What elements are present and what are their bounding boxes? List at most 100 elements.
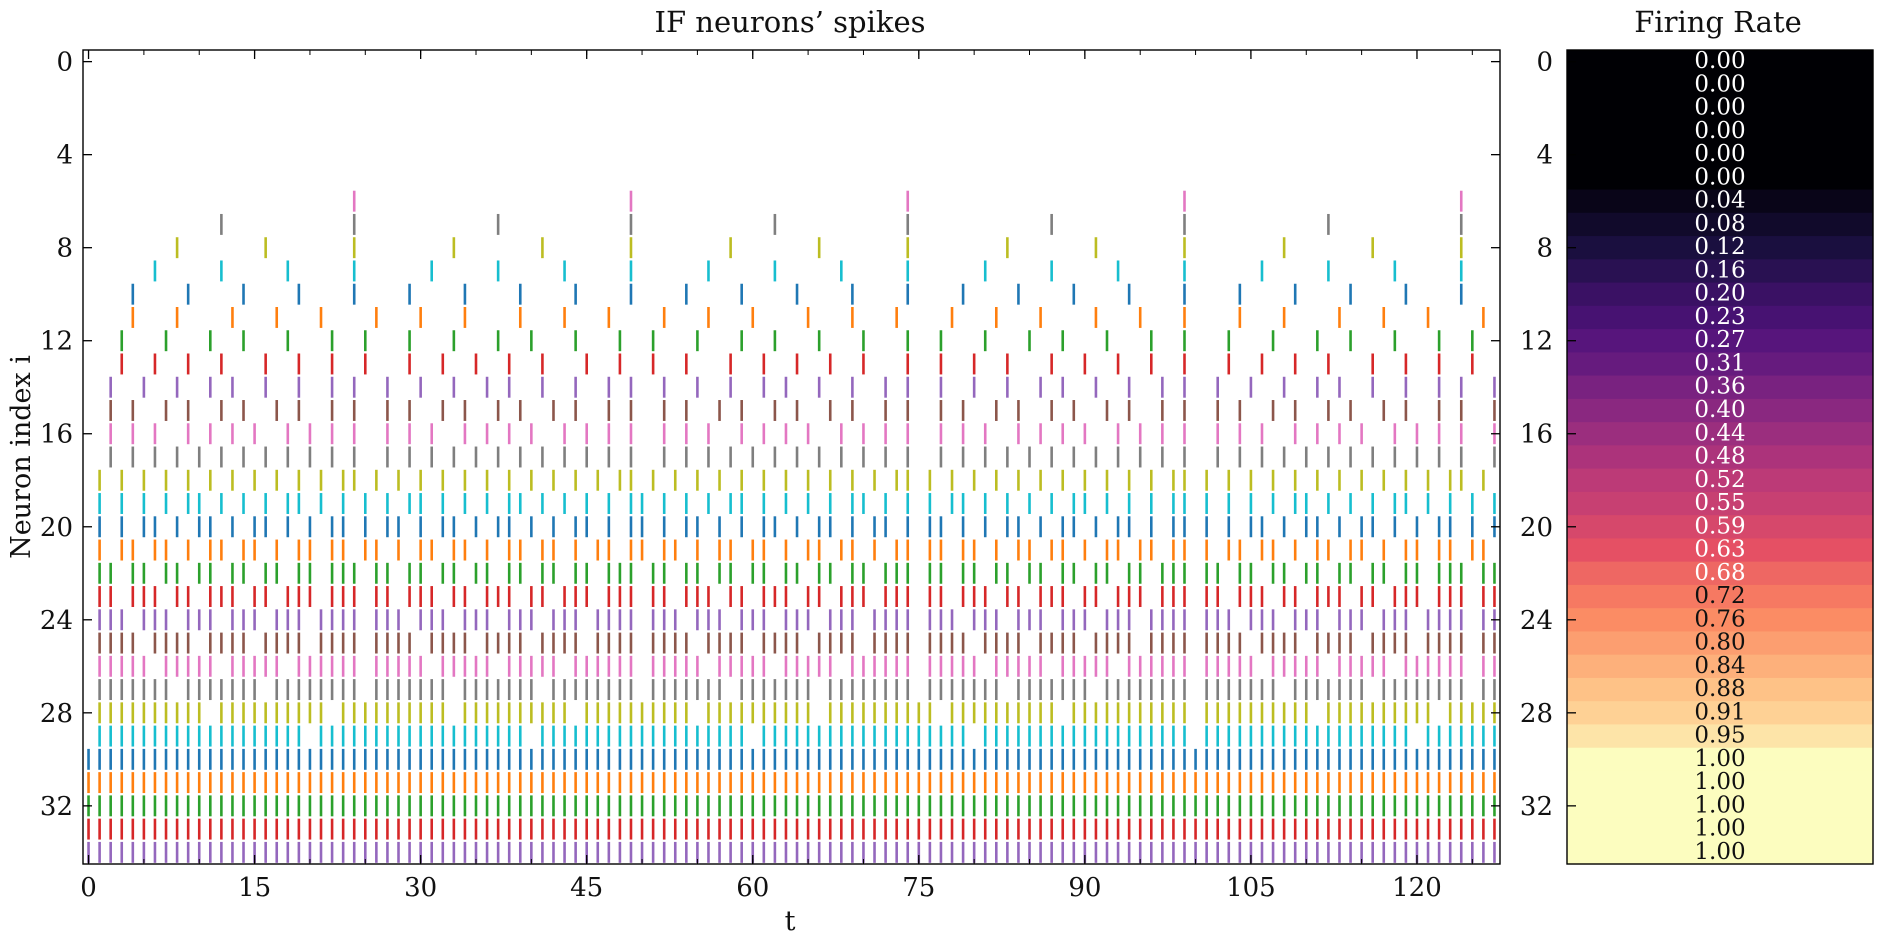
- raster-x-axis-label: t: [785, 906, 796, 937]
- y-tick-label: 24: [40, 606, 73, 636]
- firing-rate-cell: [1567, 794, 1873, 819]
- heat-y-tick-label: 12: [1520, 327, 1553, 357]
- raster-x-ticks: 0 15 30 45 60 75 90 105 120: [80, 50, 1473, 903]
- firing-rate-cell: [1567, 608, 1873, 633]
- firing-rate-value-label: 0.55: [1694, 490, 1745, 516]
- firing-rate-cell: [1567, 189, 1873, 214]
- firing-rate-value-label: 0.88: [1694, 676, 1745, 702]
- firing-rate-cell: [1567, 212, 1873, 237]
- firing-rate-value-label: 0.84: [1694, 653, 1745, 679]
- firing-rate-value-label: 0.04: [1694, 188, 1745, 214]
- y-tick-label: 4: [56, 141, 73, 171]
- firing-rate-cell: [1567, 166, 1873, 191]
- heat-y-tick-label: 0: [1536, 48, 1553, 78]
- heat-y-tick-label: 16: [1520, 420, 1553, 450]
- firing-rate-cell: [1567, 422, 1873, 446]
- x-tick-label: 60: [736, 873, 769, 903]
- heat-y-tick-label: 28: [1520, 699, 1553, 729]
- raster-axes-frame: [82, 49, 1501, 865]
- y-tick-label: 28: [40, 699, 73, 729]
- firing-rate-value-label: 1.00: [1694, 792, 1745, 818]
- firing-rate-cell: [1567, 701, 1873, 726]
- firing-rate-cell: [1567, 561, 1873, 586]
- raster-y-ticks: 0 4 8 12 16 20 24 28 32: [40, 48, 1500, 822]
- x-tick-label: 75: [902, 873, 935, 903]
- firing-rate-cell: [1567, 724, 1873, 749]
- firing-rate-value-label: 1.00: [1694, 839, 1745, 865]
- firing-rate-panel: Firing Rate 0.000.000.000.000.000.000.04…: [1520, 5, 1874, 865]
- x-tick-label: 15: [238, 873, 271, 903]
- firing-rate-value-label: 0.16: [1694, 257, 1745, 283]
- raster-y-axis-label: Neuron index i: [6, 355, 37, 559]
- firing-rate-cell: [1567, 329, 1873, 353]
- firing-rate-cell: [1567, 50, 1873, 74]
- firing-rate-value-label: 0.63: [1694, 537, 1745, 563]
- firing-rate-value-label: 0.12: [1694, 234, 1745, 260]
- firing-rate-cell: [1567, 491, 1873, 516]
- firing-rate-value-label: 0.68: [1694, 560, 1745, 586]
- firing-rate-value-label: 0.08: [1694, 211, 1745, 237]
- firing-rate-value-label: 0.00: [1694, 164, 1745, 190]
- firing-rate-value-label: 0.72: [1694, 583, 1745, 609]
- firing-rate-cell: [1567, 259, 1873, 284]
- firing-rate-cell: [1567, 515, 1873, 539]
- firing-rate-cells: 0.000.000.000.000.000.000.040.080.120.16…: [1567, 48, 1873, 865]
- firing-rate-value-label: 0.00: [1694, 141, 1745, 167]
- firing-rate-value-label: 0.76: [1694, 606, 1745, 632]
- x-tick-label: 45: [570, 873, 603, 903]
- firing-rate-value-label: 1.00: [1694, 816, 1745, 842]
- firing-rate-cell: [1567, 96, 1873, 121]
- x-tick-label: 105: [1226, 873, 1276, 903]
- firing-rate-value-label: 0.23: [1694, 304, 1745, 330]
- firing-rate-value-label: 1.00: [1694, 746, 1745, 772]
- firing-rate-cell: [1567, 398, 1873, 423]
- firing-rate-cell: [1567, 282, 1873, 307]
- firing-rate-title: Firing Rate: [1634, 5, 1802, 39]
- firing-rate-value-label: 0.00: [1694, 118, 1745, 144]
- firing-rate-cell: [1567, 119, 1873, 144]
- heat-y-tick-label: 20: [1520, 513, 1553, 543]
- firing-rate-cell: [1567, 468, 1873, 493]
- firing-rate-value-label: 0.36: [1694, 374, 1745, 400]
- heat-y-tick-label: 8: [1536, 234, 1553, 264]
- y-tick-label: 12: [40, 327, 73, 357]
- x-tick-label: 90: [1068, 873, 1101, 903]
- x-tick-label: 120: [1392, 873, 1442, 903]
- firing-rate-cell: [1567, 654, 1873, 679]
- firing-rate-value-label: 0.40: [1694, 397, 1745, 423]
- firing-rate-y-ticks: 0 4 8 12 16 20 24 28 32: [1520, 48, 1576, 822]
- firing-rate-cell: [1567, 305, 1873, 330]
- y-tick-label: 32: [40, 792, 73, 822]
- firing-rate-axes-frame: [1566, 49, 1874, 865]
- firing-rate-value-label: 0.00: [1694, 95, 1745, 121]
- y-tick-label: 16: [40, 420, 73, 450]
- heat-y-tick-label: 24: [1520, 606, 1553, 636]
- firing-rate-cell: [1567, 770, 1873, 795]
- firing-rate-cell: [1567, 840, 1873, 865]
- firing-rate-cell: [1567, 236, 1873, 260]
- x-tick-label: 30: [404, 873, 437, 903]
- firing-rate-cell: [1567, 538, 1873, 563]
- firing-rate-cell: [1567, 747, 1873, 772]
- y-tick-label: 20: [40, 513, 73, 543]
- firing-rate-value-label: 0.48: [1694, 444, 1745, 470]
- firing-rate-value-label: 0.52: [1694, 467, 1745, 493]
- firing-rate-cell: [1567, 445, 1873, 470]
- y-tick-label: 8: [56, 234, 73, 264]
- firing-rate-value-label: 0.80: [1694, 630, 1745, 656]
- firing-rate-value-label: 0.20: [1694, 281, 1745, 307]
- heat-y-tick-label: 4: [1536, 141, 1553, 171]
- firing-rate-cell: [1567, 631, 1873, 656]
- firing-rate-value-label: 0.00: [1694, 48, 1745, 74]
- firing-rate-cell: [1567, 352, 1873, 377]
- firing-rate-cell: [1567, 677, 1873, 702]
- heat-y-tick-label: 32: [1520, 792, 1553, 822]
- firing-rate-cell: [1567, 375, 1873, 400]
- firing-rate-value-label: 0.27: [1694, 327, 1745, 353]
- firing-rate-cell: [1567, 143, 1873, 167]
- firing-rate-cell: [1567, 817, 1873, 842]
- firing-rate-cell: [1567, 73, 1873, 98]
- firing-rate-value-label: 0.00: [1694, 71, 1745, 97]
- y-tick-label: 0: [56, 48, 73, 78]
